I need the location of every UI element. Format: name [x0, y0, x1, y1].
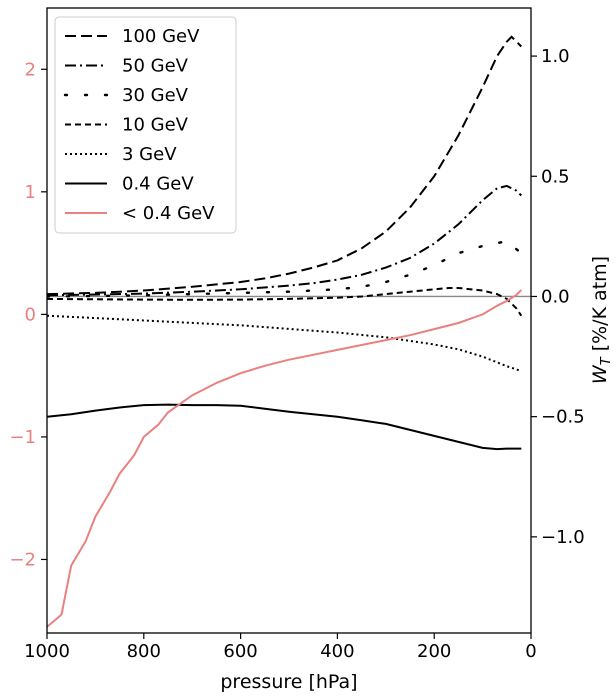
legend-label-0: 100 GeV: [122, 26, 200, 47]
series-line-3: [47, 287, 523, 317]
x-tick-label: 1000: [24, 641, 70, 662]
legend-label-1: 50 GeV: [122, 56, 189, 77]
legend: 100 GeV 50 GeV 30 GeV 10 GeV 3 GeV 0.4 GeV < 0…: [54, 16, 237, 234]
series-line-6: [47, 289, 523, 628]
left-y-ticks: 2 1 0 −1 −2: [9, 59, 47, 570]
x-tick-label: 600: [223, 641, 257, 662]
left-y-tick-label: −2: [9, 549, 36, 570]
x-ticks: 1000 800 600 400 200 0: [24, 633, 537, 662]
left-y-tick-label: 0: [25, 304, 36, 325]
left-y-tick-label: 2: [25, 59, 36, 80]
right-y-axis-label: WT [%/K atm]: [589, 256, 614, 384]
right-y-tick-label: 1.0: [541, 46, 570, 67]
legend-label-4: 3 GeV: [122, 144, 177, 165]
x-tick-label: 200: [417, 641, 451, 662]
plot-frame: [46, 7, 532, 634]
legend-box: [54, 16, 237, 234]
legend-label-5: 0.4 GeV: [122, 174, 194, 195]
right-y-tick-label: 0.5: [541, 166, 570, 187]
x-axis-label: pressure [hPa]: [220, 671, 357, 693]
right-y-tick-label: 0.0: [541, 286, 570, 307]
x-tick-label: 0: [525, 641, 536, 662]
legend-label-2: 30 GeV: [122, 85, 189, 106]
x-tick-label: 800: [127, 641, 161, 662]
left-y-tick-label: −1: [9, 427, 36, 448]
right-y-tick-label: −1.0: [541, 527, 585, 548]
x-tick-label: 400: [320, 641, 354, 662]
legend-label-3: 10 GeV: [122, 115, 189, 136]
left-y-tick-label: 1: [25, 182, 36, 203]
series-line-5: [47, 403, 522, 451]
series-line-0: [47, 35, 523, 296]
series-layer: [47, 35, 523, 628]
right-y-ticks: 1.0 0.5 0.0 −0.5 −1.0: [531, 46, 585, 548]
legend-label-6: < 0.4 GeV: [122, 203, 215, 224]
series-line-4: [47, 314, 522, 372]
right-y-tick-label: −0.5: [541, 407, 585, 428]
